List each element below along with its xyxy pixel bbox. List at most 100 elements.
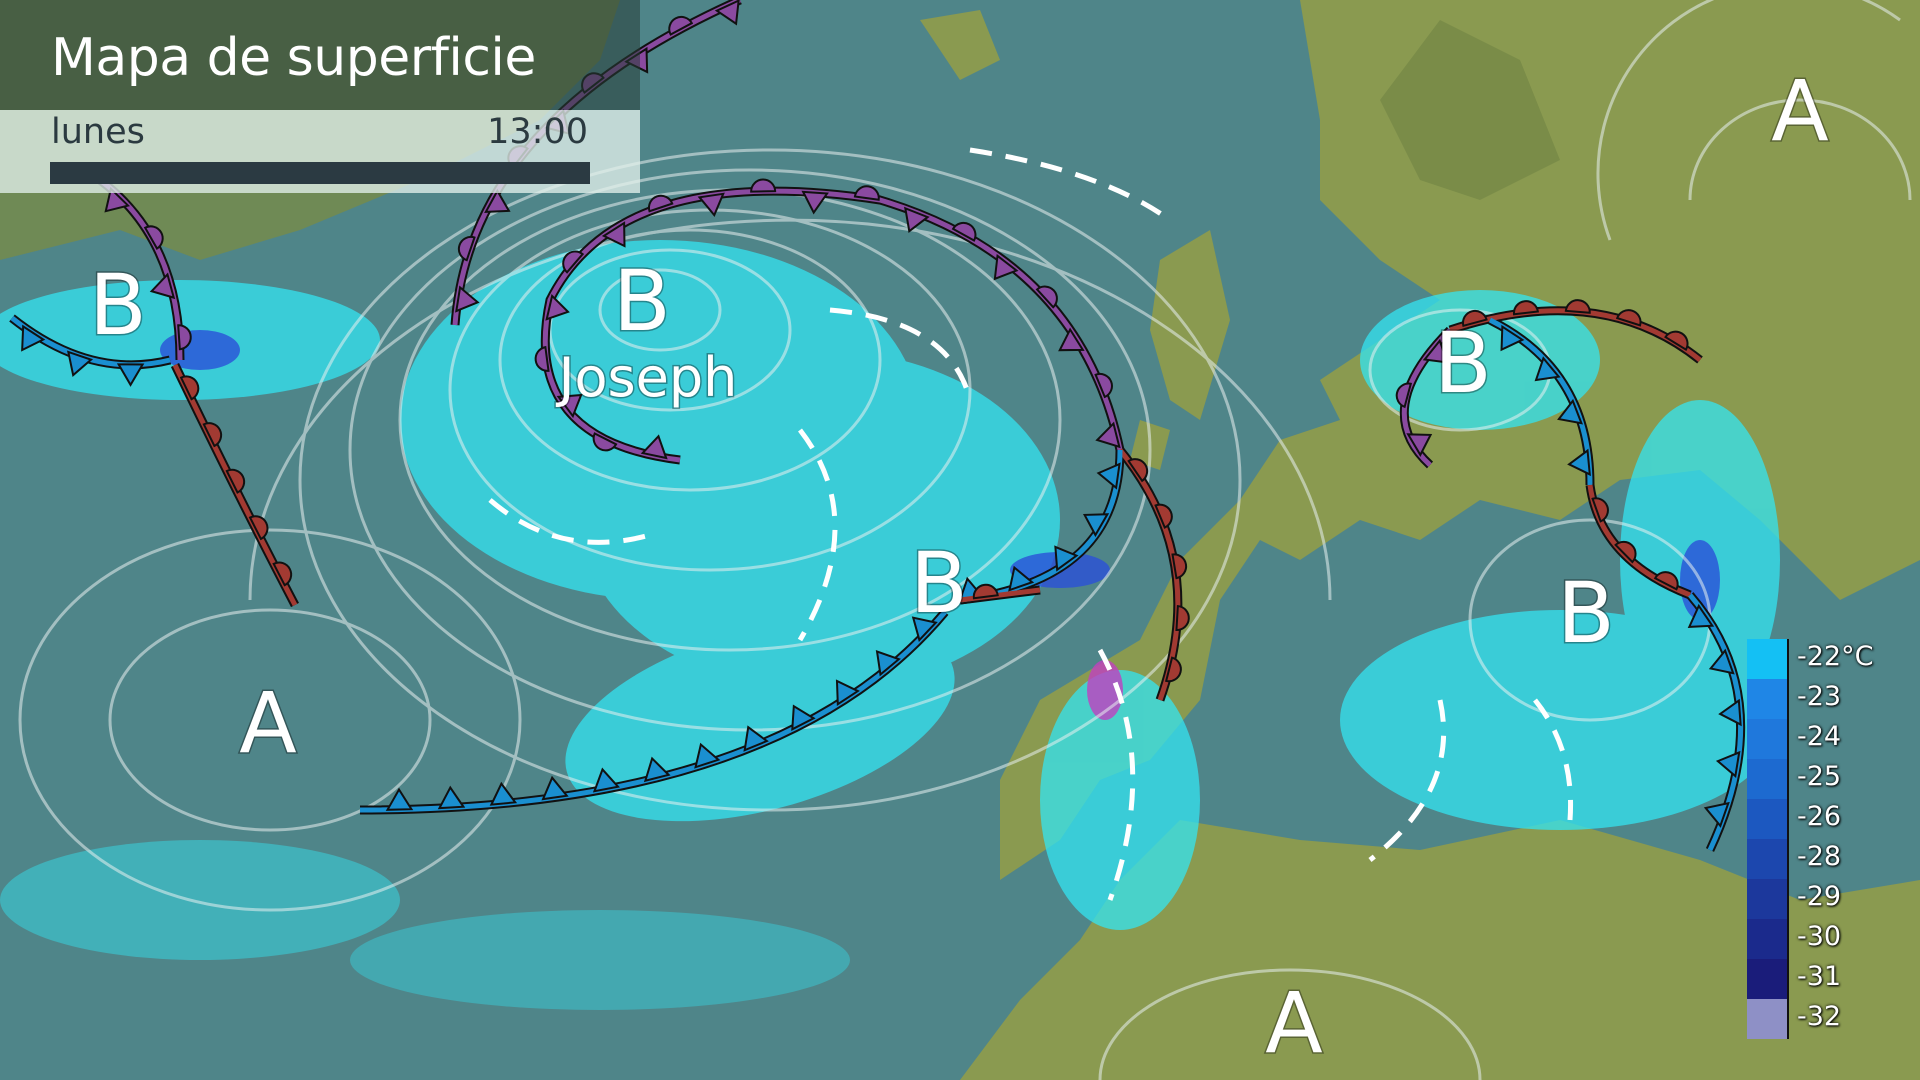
front-triangle [694, 742, 721, 769]
page-title: Mapa de superficie [51, 28, 536, 88]
title-panel: Mapa de superficie lunes 13:00 [0, 0, 640, 193]
legend-item: -24 [1747, 719, 1841, 759]
front-semicircle [972, 583, 999, 600]
front-triangle [21, 324, 46, 352]
front-triangle [714, 0, 740, 26]
timeline-bar [50, 162, 590, 184]
front-triangle [904, 206, 930, 233]
high-label: A [1265, 974, 1322, 1072]
front-triangle [104, 186, 131, 213]
front-triangle [149, 272, 176, 300]
legend-label: -29 [1797, 881, 1842, 912]
front-triangle [1718, 698, 1742, 727]
front-triangle [697, 192, 725, 218]
front-triangle [835, 679, 860, 706]
front-triangle [640, 434, 668, 460]
front-semicircle [1395, 382, 1413, 409]
legend-label: -32 [1797, 1001, 1842, 1032]
front-triangle [437, 785, 466, 810]
front-semicircle [1035, 285, 1058, 309]
front-triangle [1500, 324, 1525, 352]
front-triangle [484, 188, 511, 213]
front-semicircle [1513, 300, 1539, 316]
front-triangle [801, 190, 829, 215]
front-semicircle [1614, 540, 1637, 564]
front-triangle [1703, 801, 1730, 828]
front-semicircle [1564, 299, 1591, 314]
front-triangle [1708, 648, 1735, 675]
pressure-labels: A B B Joseph B A B B A [88, 61, 1831, 1074]
high-label: A [1771, 62, 1828, 160]
legend-item: -25 [1747, 759, 1841, 799]
front-triangle [791, 704, 816, 732]
front-triangle [1534, 356, 1561, 382]
legend-label: -24 [1797, 721, 1842, 752]
front-semicircle [668, 16, 694, 36]
front-semicircle [179, 375, 200, 401]
front-triangle [455, 285, 480, 313]
front-semicircle [853, 185, 880, 201]
front-triangle [489, 781, 518, 806]
front-semicircle [1175, 604, 1190, 632]
legend-item: -29 [1747, 879, 1841, 919]
front-semicircle [177, 324, 192, 351]
front-semicircle [951, 221, 977, 242]
legend-label: -31 [1797, 961, 1842, 992]
legend-label: -28 [1797, 841, 1842, 872]
legend-item: -23 [1747, 679, 1841, 719]
front-triangle [1567, 448, 1591, 477]
low-label: B [910, 534, 968, 632]
title-background [0, 0, 640, 110]
front-triangle [1095, 421, 1121, 449]
front-semicircle [457, 235, 476, 262]
front-triangle [1054, 545, 1079, 572]
temperature-legend: -22°C -23 -24 -25 -26 -28 -29 -30 -31 -32 [1747, 639, 1873, 1039]
front-triangle [911, 616, 938, 643]
front-semicircle [1653, 571, 1679, 591]
front-semicircle [562, 250, 585, 274]
low-name: Joseph [556, 346, 738, 409]
front-semicircle [1154, 503, 1173, 529]
front-semicircle [1127, 458, 1149, 483]
front-triangle [643, 756, 671, 783]
day-label: lunes [51, 112, 145, 152]
front-semicircle [1462, 309, 1488, 328]
front-triangle [601, 221, 626, 248]
legend-item: -26 [1747, 799, 1841, 839]
legend-label: -23 [1797, 681, 1842, 712]
legend-label: -22°C [1797, 641, 1874, 672]
front-triangle [541, 775, 569, 801]
front-triangle [1422, 338, 1449, 364]
front-triangle [1096, 462, 1121, 490]
front-semicircle [1164, 656, 1182, 683]
front-semicircle [1094, 373, 1113, 399]
front-triangle [1008, 565, 1035, 592]
front-semicircle [225, 468, 246, 494]
front-semicircle [1171, 553, 1188, 580]
low-label: B [89, 256, 147, 354]
front-triangle [1082, 513, 1110, 538]
time-label: 13:00 [487, 112, 588, 152]
front-triangle [993, 253, 1019, 281]
front-semicircle [534, 345, 550, 372]
legend-item: -30 [1747, 919, 1841, 959]
troughs [488, 147, 1574, 901]
front-triangle [743, 725, 769, 752]
front-triangle [1687, 603, 1715, 628]
front-triangle [1557, 398, 1584, 425]
legend-label: -30 [1797, 921, 1842, 952]
front-triangle [875, 650, 901, 677]
legend-item: -31 [1747, 959, 1841, 999]
front-semicircle [1591, 497, 1609, 523]
front-triangle [1406, 433, 1433, 457]
front-semicircle [248, 515, 269, 541]
front-semicircle [202, 422, 223, 448]
high-label: A [239, 674, 296, 772]
legend-label: -26 [1797, 801, 1842, 832]
front-triangle [1715, 750, 1741, 779]
front-semicircle [592, 432, 618, 452]
legend-item: -32 [1747, 999, 1841, 1039]
front-triangle [1058, 327, 1085, 352]
front-triangle [385, 787, 414, 811]
low-label: B [1434, 314, 1492, 412]
